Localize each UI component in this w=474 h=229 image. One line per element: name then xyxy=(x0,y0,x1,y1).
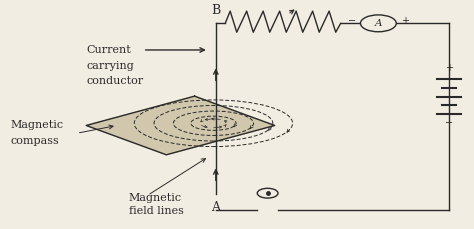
Text: compass: compass xyxy=(11,136,60,146)
Text: Current: Current xyxy=(86,45,131,55)
Text: −: − xyxy=(347,16,356,26)
Text: +: + xyxy=(445,63,453,73)
Polygon shape xyxy=(86,96,275,155)
Text: field lines: field lines xyxy=(128,206,183,216)
Text: carrying: carrying xyxy=(86,60,134,71)
Text: B: B xyxy=(211,4,220,17)
Text: Magnetic: Magnetic xyxy=(11,120,64,131)
Text: A: A xyxy=(211,201,220,214)
Text: conductor: conductor xyxy=(86,76,143,86)
Circle shape xyxy=(360,15,396,32)
Text: A: A xyxy=(374,19,382,28)
Text: +: + xyxy=(401,16,409,26)
Text: Magnetic: Magnetic xyxy=(128,193,182,203)
Text: −: − xyxy=(445,118,453,128)
